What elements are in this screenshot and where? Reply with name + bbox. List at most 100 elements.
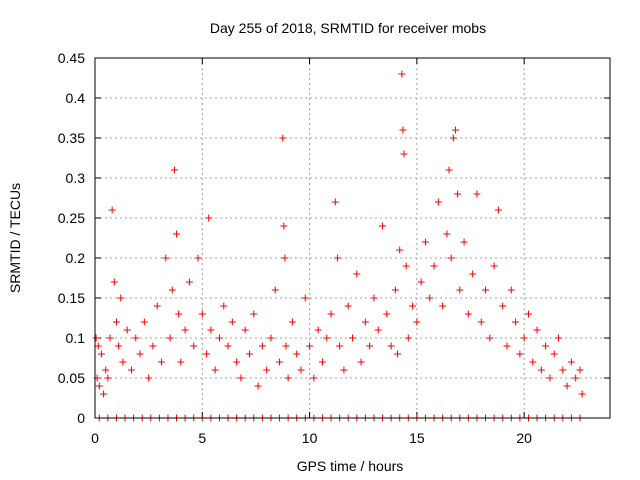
data-point [97,350,105,358]
data-point [237,374,245,382]
data-point [149,342,157,350]
data-point [323,334,331,342]
plot-frame [94,57,611,419]
data-point [282,342,290,350]
x-tick-label: 20 [516,430,532,446]
data-point [445,166,453,174]
data-point [533,326,541,334]
data-point [246,350,253,358]
data-point [102,366,110,374]
data-point [559,366,567,374]
data-point [482,286,490,294]
data-point [288,318,296,326]
data-point [95,382,103,390]
data-point [333,254,341,262]
data-point [486,334,494,342]
data-point [366,342,374,350]
data-point [284,374,292,382]
data-point [175,310,183,318]
data-point [421,238,429,246]
chart-title: Day 255 of 2018, SRMTID for receiver mob… [210,20,486,36]
y-tick-label: 0.15 [58,290,85,306]
y-axis-label: SRMTID / TECUs [7,183,23,293]
data-point [140,318,148,326]
data-point [215,334,223,342]
data-point [576,366,584,374]
data-point [280,222,288,230]
data-point [198,310,206,318]
data-point [469,270,477,278]
data-point [490,262,498,270]
data-point [387,342,395,350]
data-point [279,134,287,142]
data-point [211,366,219,374]
data-point [537,366,545,374]
data-point [542,342,550,350]
data-point [572,374,580,382]
data-point [228,318,236,326]
y-tick-label: 0.25 [58,210,85,226]
data-point [507,286,515,294]
data-point [173,230,181,238]
data-point [132,334,140,342]
data-point [464,310,472,318]
x-tick-label: 5 [198,430,206,446]
y-tick-label: 0 [77,410,85,426]
data-point [314,326,322,334]
data-point [349,334,356,342]
data-point [503,342,511,350]
data-point [452,126,459,134]
data-point [430,262,438,270]
data-point [112,318,120,326]
data-point [439,302,447,310]
data-point [310,374,318,382]
data-point [108,206,116,214]
data-point [162,254,170,262]
data-point [499,302,507,310]
data-point [331,198,339,206]
data-point [203,350,211,358]
data-point [512,318,520,326]
data-point [357,358,365,366]
data-point [374,326,382,334]
data-point [306,342,314,350]
data-point [336,342,344,350]
y-tick-label: 0.05 [58,370,85,386]
data-point [104,374,112,382]
data-point [119,358,127,366]
data-point [563,382,571,390]
data-point [224,342,232,350]
data-point [194,254,202,262]
data-point [276,358,284,366]
data-point [297,366,305,374]
data-point [353,270,361,278]
grid [95,58,610,418]
y-tick-label: 0.1 [66,330,86,346]
data-point [127,366,135,374]
data-point [115,342,123,350]
data-point [404,334,412,342]
data-points [92,70,586,422]
data-point [94,342,102,350]
data-point [391,286,399,294]
data-point [413,318,421,326]
data-point [258,342,266,350]
data-point [473,190,481,198]
data-point [254,382,262,390]
data-point [250,310,258,318]
data-point [271,286,279,294]
y-tick-label: 0.35 [58,130,85,146]
data-point [117,294,125,302]
data-point [158,358,166,366]
data-point [520,334,528,342]
data-point [529,358,537,366]
data-point [454,190,462,198]
x-tick-label: 10 [302,430,318,446]
data-point [207,326,215,334]
data-point [106,334,114,342]
data-point [396,246,404,254]
data-point [555,334,562,342]
y-tick-label: 0.45 [58,50,85,66]
data-point [220,302,228,310]
